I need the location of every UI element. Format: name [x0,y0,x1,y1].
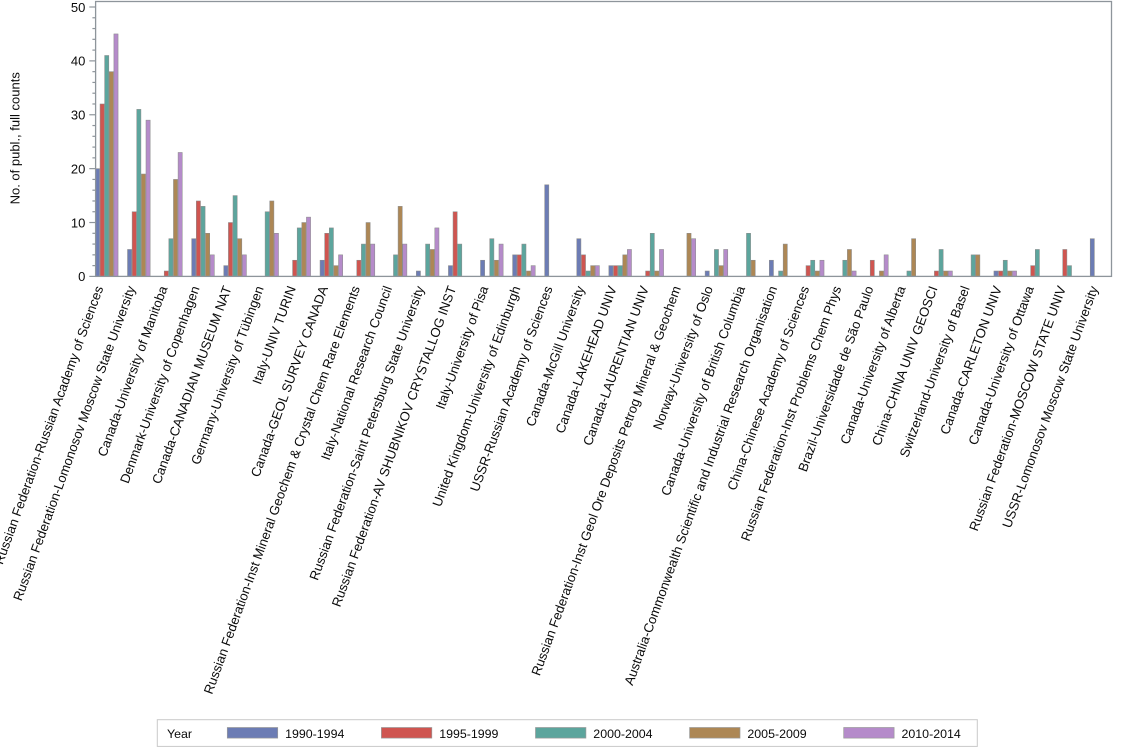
svg-text:2005-2009: 2005-2009 [747,727,806,741]
svg-text:1995-1999: 1995-1999 [439,727,498,741]
svg-text:20: 20 [71,161,85,176]
svg-text:Year: Year [167,727,192,741]
svg-text:2000-2004: 2000-2004 [593,727,652,741]
svg-text:30: 30 [71,108,85,123]
svg-text:50: 50 [71,0,85,15]
svg-text:1990-1994: 1990-1994 [285,727,344,741]
svg-text:0: 0 [78,269,85,284]
svg-text:2010-2014: 2010-2014 [902,727,961,741]
svg-text:10: 10 [71,215,85,230]
svg-text:40: 40 [71,54,85,69]
svg-text:No. of publ., full counts: No. of publ., full counts [8,72,23,205]
